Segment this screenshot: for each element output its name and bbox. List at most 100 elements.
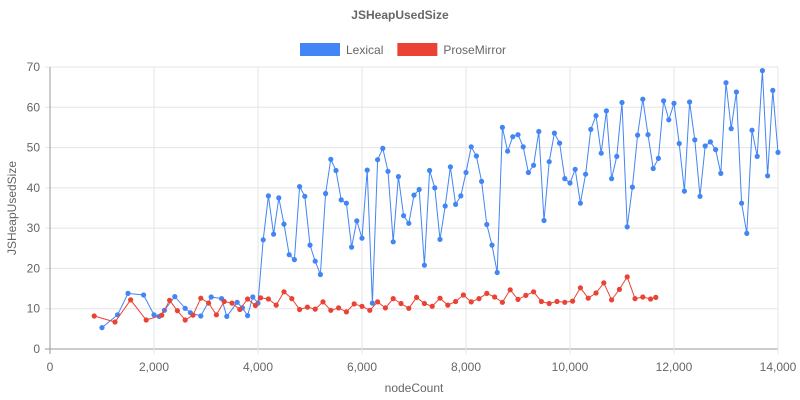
data-point[interactable] <box>198 295 204 301</box>
data-point[interactable] <box>359 303 365 309</box>
data-point[interactable] <box>473 153 479 159</box>
data-point[interactable] <box>635 132 641 138</box>
data-point[interactable] <box>398 300 404 307</box>
data-point[interactable] <box>317 271 323 278</box>
data-point[interactable] <box>190 312 196 318</box>
data-point[interactable] <box>143 317 149 323</box>
data-point[interactable] <box>411 192 417 198</box>
data-point[interactable] <box>499 299 505 305</box>
data-point[interactable] <box>640 294 646 300</box>
data-point[interactable] <box>172 294 178 300</box>
data-point[interactable] <box>297 306 303 313</box>
data-point[interactable] <box>460 292 466 298</box>
legend[interactable]: Lexical ProseMirror <box>300 43 506 57</box>
data-point[interactable] <box>598 150 604 156</box>
data-point[interactable] <box>754 153 760 159</box>
data-point[interactable] <box>554 298 560 305</box>
data-point[interactable] <box>390 239 396 245</box>
data-point[interactable] <box>728 126 734 132</box>
data-point[interactable] <box>458 193 464 199</box>
data-point[interactable] <box>546 300 552 307</box>
data-point[interactable] <box>141 292 147 298</box>
data-point[interactable] <box>206 300 212 306</box>
data-point[interactable] <box>432 185 438 191</box>
data-point[interactable] <box>213 312 219 318</box>
data-point[interactable] <box>406 305 412 311</box>
legend-item-prosemirror[interactable]: ProseMirror <box>397 43 506 57</box>
data-point[interactable] <box>312 258 318 264</box>
data-point[interactable] <box>546 159 552 165</box>
data-point[interactable] <box>182 317 188 323</box>
data-point[interactable] <box>692 137 698 143</box>
data-point[interactable] <box>364 167 370 173</box>
data-point[interactable] <box>453 201 459 207</box>
data-point[interactable] <box>390 296 396 302</box>
data-point[interactable] <box>681 188 688 194</box>
data-point[interactable] <box>167 297 173 303</box>
data-point[interactable] <box>271 231 277 237</box>
data-point[interactable] <box>234 299 240 305</box>
data-point[interactable] <box>375 157 381 163</box>
data-point[interactable] <box>320 299 326 305</box>
data-point[interactable] <box>367 307 373 313</box>
data-point[interactable] <box>525 169 532 176</box>
data-point[interactable] <box>687 99 693 105</box>
data-point[interactable] <box>536 128 542 135</box>
data-point[interactable] <box>351 301 357 307</box>
data-point[interactable] <box>531 162 537 168</box>
data-point[interactable] <box>713 147 719 153</box>
data-point[interactable] <box>562 299 568 305</box>
data-point[interactable] <box>676 140 682 147</box>
data-point[interactable] <box>395 174 401 180</box>
data-point[interactable] <box>369 300 375 306</box>
data-point[interactable] <box>770 87 776 93</box>
data-point[interactable] <box>609 176 615 182</box>
data-point[interactable] <box>614 153 620 159</box>
data-point[interactable] <box>437 295 443 301</box>
data-point[interactable] <box>447 164 453 170</box>
data-point[interactable] <box>640 96 646 102</box>
data-point[interactable] <box>421 262 427 268</box>
data-point[interactable] <box>414 294 420 300</box>
data-point[interactable] <box>520 144 526 150</box>
data-point[interactable] <box>666 117 672 123</box>
data-point[interactable] <box>445 302 451 308</box>
data-point[interactable] <box>382 305 388 311</box>
data-point[interactable] <box>531 289 537 295</box>
data-point[interactable] <box>421 300 427 307</box>
data-point[interactable] <box>406 220 412 226</box>
data-point[interactable] <box>328 156 334 162</box>
data-point[interactable] <box>328 307 334 313</box>
data-point[interactable] <box>151 312 157 318</box>
data-point[interactable] <box>208 294 214 300</box>
data-point[interactable] <box>297 184 303 190</box>
data-point[interactable] <box>567 180 573 186</box>
data-point[interactable] <box>401 213 407 219</box>
data-point[interactable] <box>221 298 227 305</box>
data-point[interactable] <box>312 306 318 312</box>
data-point[interactable] <box>648 296 654 302</box>
data-point[interactable] <box>697 193 703 199</box>
data-point[interactable] <box>499 124 505 130</box>
data-point[interactable] <box>224 313 230 319</box>
data-point[interactable] <box>551 130 558 136</box>
data-point[interactable] <box>479 178 485 184</box>
data-point[interactable] <box>616 286 623 292</box>
data-point[interactable] <box>593 113 599 119</box>
data-point[interactable] <box>99 325 105 331</box>
data-point[interactable] <box>759 68 766 74</box>
data-point[interactable] <box>237 306 243 313</box>
data-point[interactable] <box>603 108 610 114</box>
data-point[interactable] <box>437 236 443 242</box>
data-point[interactable] <box>609 297 615 303</box>
data-point[interactable] <box>349 244 355 250</box>
data-point[interactable] <box>125 290 131 296</box>
data-point[interactable] <box>577 285 584 291</box>
data-point[interactable] <box>91 313 97 319</box>
data-point[interactable] <box>336 305 342 311</box>
data-point[interactable] <box>775 149 781 155</box>
data-point[interactable] <box>289 296 295 302</box>
data-point[interactable] <box>427 167 433 174</box>
data-point[interactable] <box>653 294 659 300</box>
data-point[interactable] <box>385 168 391 174</box>
